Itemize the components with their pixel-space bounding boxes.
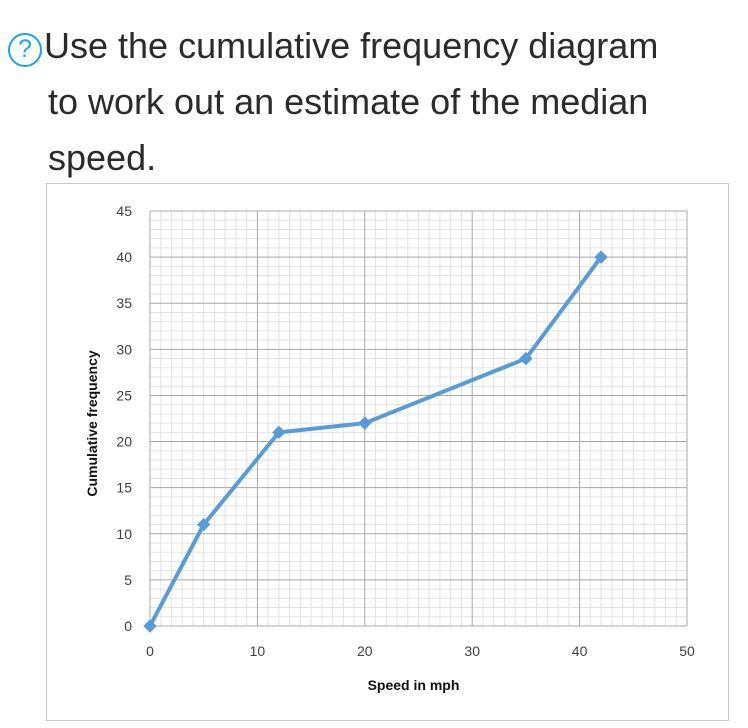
x-tick-label: 20 bbox=[357, 643, 373, 659]
question-text: ? Use the cumulative frequency diagram to… bbox=[8, 18, 733, 186]
series-line bbox=[148, 255, 604, 628]
y-tick-label: 25 bbox=[116, 387, 132, 403]
data-point-marker bbox=[272, 425, 286, 440]
y-tick-label: 40 bbox=[116, 249, 132, 265]
minor-gridlines bbox=[150, 211, 687, 626]
y-tick-label: 15 bbox=[116, 480, 132, 496]
x-axis-label: Speed in mph bbox=[368, 677, 460, 693]
tick-labels: 0 10 20 30 40 50 0 5 10 15 20 25 30 35 40 45 bbox=[116, 203, 695, 659]
y-tick-label: 30 bbox=[116, 341, 132, 357]
data-point-marker bbox=[358, 416, 372, 430]
chart-frame: 0 10 20 30 40 50 0 5 10 15 20 25 30 35 40 45 Speed in m… bbox=[46, 183, 729, 721]
data-point-marker bbox=[143, 619, 157, 633]
y-tick-label: 10 bbox=[116, 526, 132, 542]
question-line-1: ? Use the cumulative frequency diagram bbox=[8, 25, 659, 67]
y-tick-label: 35 bbox=[116, 295, 132, 311]
y-tick-label: 0 bbox=[124, 618, 132, 634]
question-line-1-text: Use the cumulative frequency diagram bbox=[44, 25, 659, 66]
data-point-marker bbox=[519, 351, 533, 366]
y-axis-label: Cumulative frequency bbox=[84, 350, 100, 496]
x-tick-label: 50 bbox=[679, 643, 695, 659]
x-tick-label: 40 bbox=[572, 643, 588, 659]
x-tick-label: 30 bbox=[464, 643, 480, 659]
x-tick-label: 0 bbox=[146, 643, 154, 659]
data-point-marker bbox=[196, 517, 211, 532]
question-circle-icon[interactable]: ? bbox=[8, 33, 42, 67]
y-tick-label: 20 bbox=[116, 434, 132, 450]
series-group bbox=[143, 250, 608, 633]
y-tick-label: 45 bbox=[116, 203, 132, 219]
y-tick-label: 5 bbox=[124, 572, 132, 588]
cumulative-frequency-chart: 0 10 20 30 40 50 0 5 10 15 20 25 30 35 40 45 Speed in m… bbox=[84, 203, 695, 693]
x-tick-label: 10 bbox=[250, 643, 266, 659]
data-point-marker bbox=[594, 250, 608, 264]
question-line-2: to work out an estimate of the median bbox=[48, 81, 649, 122]
question-line-3: speed. bbox=[48, 137, 157, 178]
